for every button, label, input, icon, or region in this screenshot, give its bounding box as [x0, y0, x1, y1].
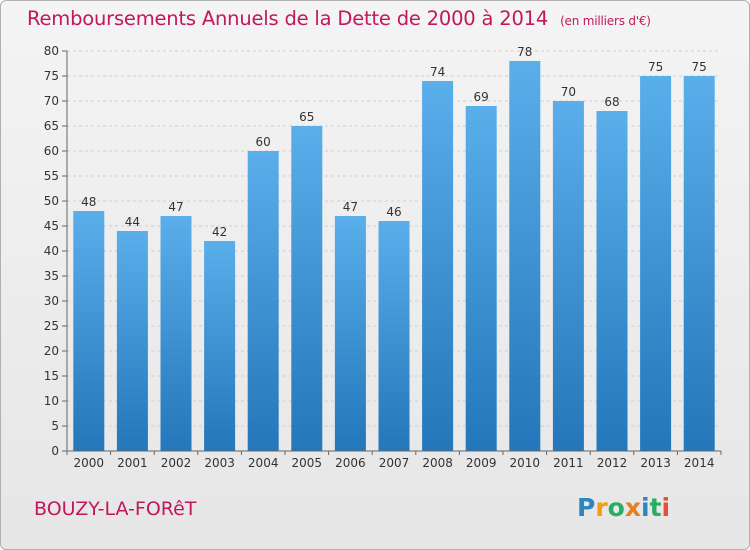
bar [204, 241, 236, 451]
chart-title-text: Remboursements Annuels de la Dette de 20… [27, 7, 549, 30]
data-label: 46 [386, 205, 401, 219]
data-label: 47 [168, 200, 183, 214]
bar [552, 101, 584, 451]
data-label: 68 [604, 95, 619, 109]
data-label: 70 [561, 85, 576, 99]
logo-letter-t: t [650, 493, 662, 522]
logo-letter-p: P [577, 493, 595, 522]
bars: 48 44 47 42 60 65 47 46 74 69 78 70 68 75 75 [73, 45, 715, 451]
data-label: 74 [430, 65, 445, 79]
x-tick-label: 2001 [117, 456, 148, 470]
x-axis: 2000 2001 2002 2003 2004 2005 2006 2007 2008 2009… [66, 450, 722, 470]
y-tick-label: 15 [44, 369, 59, 383]
bar [334, 216, 366, 451]
place-name: BOUZY-LA-FORêT [34, 498, 197, 520]
data-label: 75 [648, 60, 663, 74]
y-tick-label: 5 [51, 419, 59, 433]
x-tick-label: 2007 [379, 456, 410, 470]
y-tick-label: 40 [44, 244, 59, 258]
y-tick-label: 25 [44, 319, 59, 333]
y-tick-label: 65 [44, 119, 59, 133]
data-label: 65 [299, 110, 314, 124]
x-tick-label: 2005 [292, 456, 323, 470]
x-tick-label: 2003 [204, 456, 235, 470]
x-tick-label: 2010 [510, 456, 541, 470]
x-tick-label: 2006 [335, 456, 366, 470]
y-tick-label: 10 [44, 394, 59, 408]
data-label: 42 [212, 225, 227, 239]
y-tick-label: 0 [51, 444, 59, 458]
y-tick-label: 75 [44, 69, 59, 83]
y-tick-label: 60 [44, 144, 59, 158]
bar [422, 81, 454, 451]
x-tick-label: 2002 [161, 456, 192, 470]
y-tick-label: 45 [44, 219, 59, 233]
bar [116, 231, 148, 451]
bar [509, 61, 541, 451]
bar [291, 126, 323, 451]
data-label: 48 [81, 195, 96, 209]
data-label: 47 [343, 200, 358, 214]
x-tick-label: 2004 [248, 456, 279, 470]
logo-text: Proxiti [577, 493, 670, 522]
x-tick-label: 2000 [74, 456, 105, 470]
y-axis: 0 5 10 15 20 25 30 35 40 45 50 55 60 65 70 75 80 [44, 44, 68, 458]
bar [247, 151, 279, 451]
x-tick-label: 2014 [684, 456, 715, 470]
y-tick-label: 55 [44, 169, 59, 183]
data-label: 69 [474, 90, 489, 104]
y-tick-label: 30 [44, 294, 59, 308]
chart-title: Remboursements Annuels de la Dette de 20… [27, 7, 651, 30]
proxiti-logo: Proxiti [577, 493, 670, 522]
logo-letter-o: o [608, 493, 625, 522]
bar [378, 221, 410, 451]
data-label: 75 [692, 60, 707, 74]
bar [465, 106, 497, 451]
bar [160, 216, 192, 451]
y-tick-label: 80 [44, 44, 59, 58]
logo-letter-x: x [625, 493, 641, 522]
x-tick-label: 2013 [640, 456, 671, 470]
y-tick-label: 35 [44, 269, 59, 283]
bar [683, 76, 715, 451]
data-label: 78 [517, 45, 532, 59]
x-tick-label: 2011 [553, 456, 584, 470]
logo-letter-i1: i [641, 493, 650, 522]
y-tick-label: 70 [44, 94, 59, 108]
logo-letter-r: r [595, 493, 608, 522]
bar [640, 76, 672, 451]
logo-letter-i2: i [662, 493, 671, 522]
x-tick-label: 2012 [597, 456, 628, 470]
data-label: 44 [125, 215, 140, 229]
bar [596, 111, 628, 451]
x-tick-label: 2008 [422, 456, 453, 470]
bar [73, 211, 105, 451]
y-tick-label: 20 [44, 344, 59, 358]
chart-unit: (en milliers d'€) [560, 14, 651, 28]
y-tick-label: 50 [44, 194, 59, 208]
x-tick-label: 2009 [466, 456, 497, 470]
data-label: 60 [256, 135, 271, 149]
